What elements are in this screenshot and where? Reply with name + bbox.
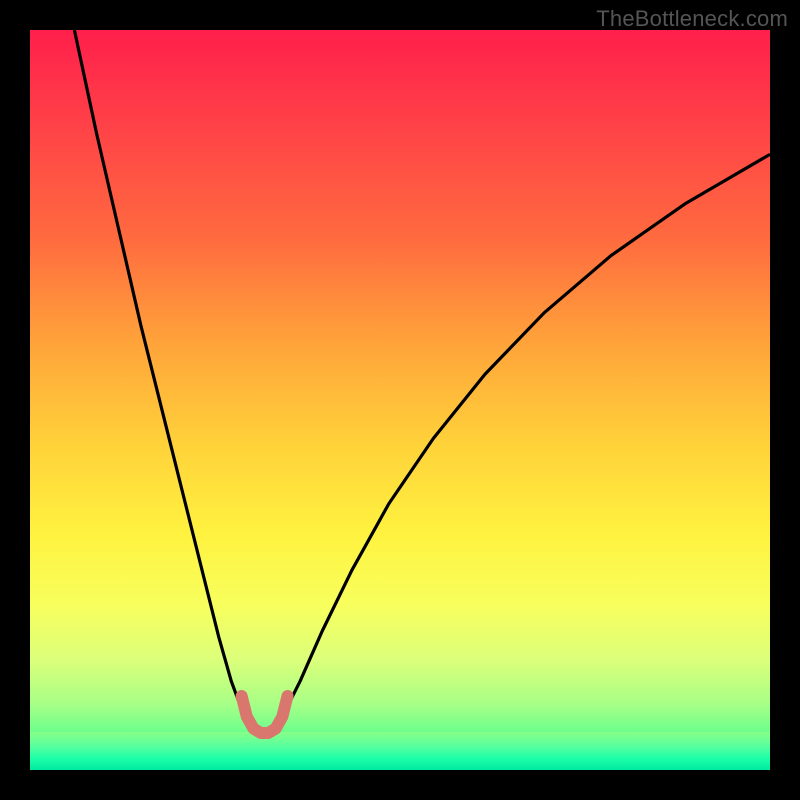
optimal-accent-segment bbox=[242, 696, 288, 733]
chart-root: TheBottleneck.com bbox=[0, 0, 800, 800]
plot-area bbox=[30, 30, 770, 770]
bottleneck-curve bbox=[74, 30, 770, 733]
curve-layer bbox=[30, 30, 770, 770]
watermark-text: TheBottleneck.com bbox=[596, 6, 788, 32]
